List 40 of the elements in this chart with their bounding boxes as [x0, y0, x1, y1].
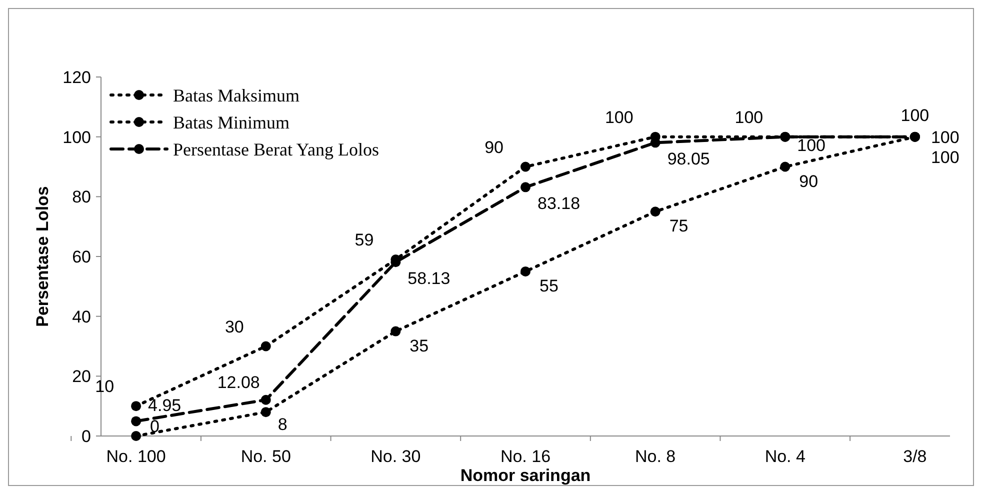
data-label: 12.08: [217, 372, 260, 392]
data-label: 0: [150, 417, 160, 436]
legend-label: Batas Maksimum: [173, 85, 300, 106]
y-tick-label: 20: [72, 367, 91, 386]
x-tick-label: No. 4: [764, 447, 806, 466]
y-tick-label: 80: [72, 188, 91, 207]
x-axis-title: Nomor saringan: [460, 466, 591, 485]
data-label: 30: [224, 317, 244, 336]
y-tick-label: 60: [72, 247, 91, 266]
data-label: 100: [930, 128, 960, 147]
data-label: 100: [734, 108, 764, 127]
x-tick-label: No. 100: [106, 447, 166, 466]
y-tick-label: 100: [62, 128, 91, 147]
data-label: 59: [354, 230, 374, 250]
x-tick-label: No. 30: [370, 447, 421, 466]
x-tick-label: 3/8: [903, 447, 927, 466]
data-label: 8: [278, 415, 288, 434]
data-label: 55: [540, 276, 558, 296]
data-label: 100: [900, 106, 930, 125]
data-label: 98.05: [667, 150, 710, 169]
data-label: 10: [95, 377, 114, 396]
x-tick-label: No. 16: [500, 447, 551, 466]
y-tick-label: 120: [62, 68, 91, 87]
data-label: 90: [799, 172, 818, 191]
legend-label: Batas Minimum: [173, 112, 290, 132]
data-label: 90: [484, 138, 504, 157]
data-label: 75: [669, 216, 688, 236]
data-label: 58.13: [408, 269, 450, 288]
x-tick-label: No. 50: [240, 447, 291, 466]
data-label: 100: [797, 136, 826, 155]
data-label: 100: [604, 108, 634, 127]
data-label: 100: [930, 148, 960, 167]
data-label: 4.95: [148, 396, 182, 416]
data-label: 83.18: [538, 194, 580, 214]
y-axis-title: Persentase Lolos: [33, 186, 52, 327]
data-label: 35: [410, 336, 429, 356]
x-tick-label: No. 8: [634, 447, 676, 466]
legend-label: Persentase Berat Yang Lolos: [173, 139, 379, 160]
y-tick-label: 0: [82, 426, 91, 446]
y-tick-label: 40: [72, 307, 91, 326]
